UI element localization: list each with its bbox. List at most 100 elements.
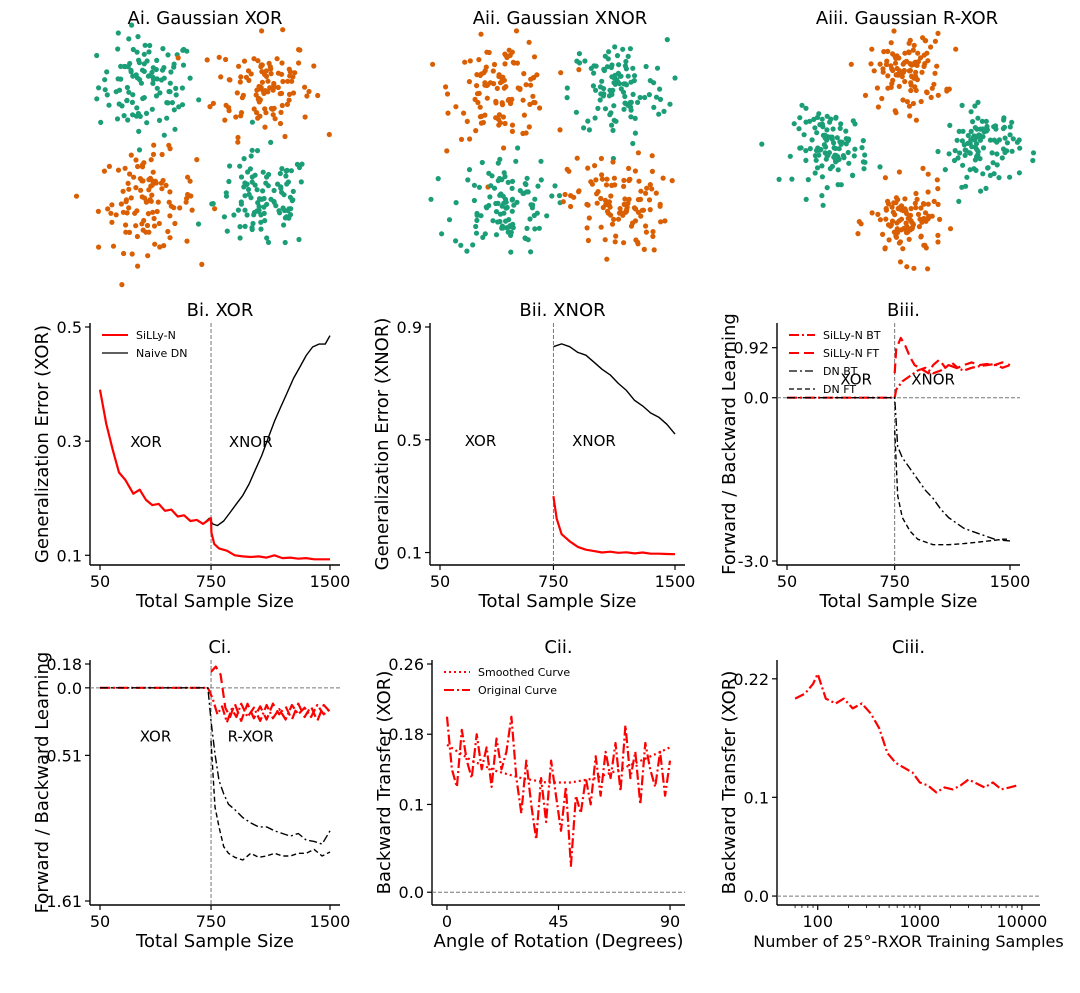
scatter-point [650, 233, 656, 239]
scatter-point [302, 114, 308, 120]
scatter-point [935, 232, 941, 238]
scatter-point [906, 103, 913, 109]
scatter-point [275, 70, 281, 76]
scatter-point [116, 87, 123, 93]
scatter-point [633, 237, 639, 243]
scatter-point [96, 85, 102, 91]
scatter-point [906, 40, 912, 46]
scatter-point [557, 127, 563, 133]
scatter-point [874, 85, 881, 91]
scatter-point [968, 109, 974, 115]
scatter-point [302, 84, 308, 90]
scatter-point [836, 146, 842, 152]
scatter-point [241, 184, 247, 190]
scatter-point [999, 155, 1005, 161]
scatter-point [1002, 149, 1008, 156]
scatter-point [820, 132, 827, 138]
scatter-point [497, 156, 503, 162]
scatter-point [896, 83, 902, 89]
scatter-point [243, 74, 249, 80]
scatter-point [611, 80, 617, 86]
scatter-point [925, 171, 931, 177]
scatter-point [595, 105, 601, 111]
scatter-point [883, 216, 889, 222]
scatter-point [124, 210, 130, 216]
scatter-point [657, 86, 663, 92]
scatter-point [260, 188, 266, 194]
scatter-point [929, 213, 935, 219]
scatter-point [161, 243, 167, 249]
scatter-point [584, 225, 590, 231]
scatter-point [128, 195, 134, 201]
scatter-point [643, 190, 649, 196]
scatter-point [908, 206, 914, 212]
scatter-point [638, 188, 644, 194]
scatter-point [239, 95, 245, 101]
x-tick-label: 90 [660, 912, 680, 931]
scatter-point [288, 168, 294, 174]
scatter-point [657, 96, 664, 102]
y-tick-label: 0.3 [57, 432, 82, 451]
scatter-point [520, 130, 526, 137]
cluster-orange [848, 28, 959, 123]
scatter-point [970, 134, 976, 140]
y-tick-label: 0.9 [397, 318, 422, 337]
scatter-point [154, 57, 160, 64]
scatter-point [248, 195, 254, 201]
scatter-point [131, 174, 137, 180]
x-tick-label: 750 [196, 912, 227, 931]
scatter-point [798, 145, 804, 151]
scatter-point [846, 160, 852, 166]
scatter-point [244, 212, 250, 218]
scatter-point [574, 155, 580, 161]
scatter-point [914, 196, 920, 202]
scatter-point [136, 128, 142, 134]
scatter-point [835, 167, 841, 173]
scatter-point [824, 113, 830, 119]
scatter-point [892, 60, 899, 66]
scatter-point [486, 49, 492, 56]
scatter-point [265, 183, 271, 189]
scatter-point [921, 52, 927, 58]
scatter-point [277, 170, 283, 177]
scatter-point [965, 132, 971, 139]
scatter-point [495, 178, 501, 184]
x-tick-label: 10000 [996, 912, 1047, 931]
scatter-point [167, 235, 173, 241]
panel-title: Ciii. [892, 637, 925, 658]
scatter-point [860, 159, 867, 165]
cluster-orange [73, 142, 218, 288]
scatter-point [643, 223, 649, 229]
y-axis-label: Forward / Backward Learning [719, 313, 740, 575]
scatter-point [599, 176, 606, 182]
scatter-point [556, 193, 563, 199]
scatter-point [848, 61, 854, 67]
scatter-point [959, 138, 966, 144]
scatter-point [511, 60, 517, 66]
scatter-point [869, 46, 875, 52]
scatter-point [275, 84, 281, 91]
scatter-point [487, 194, 493, 200]
scatter-point [298, 179, 304, 185]
scatter-point [262, 218, 268, 224]
scatter-point [935, 148, 941, 155]
scatter-point [812, 170, 818, 176]
annotation-text: XOR [840, 371, 872, 389]
scatter-point [493, 232, 500, 238]
scatter-point [621, 106, 627, 112]
scatter-point [643, 63, 649, 70]
scatter-point [957, 150, 963, 156]
scatter-point [975, 99, 981, 105]
scatter-point [859, 145, 865, 151]
scatter-point [915, 50, 921, 56]
scatter-point [535, 183, 541, 189]
scatter-point [820, 124, 826, 130]
scatter-point [466, 79, 472, 85]
scatter-point [597, 97, 603, 103]
scatter-point [249, 119, 255, 125]
series-line-dn-bt [787, 397, 1011, 542]
scatter-point [288, 206, 294, 212]
scatter-point [909, 62, 915, 68]
scatter-point [604, 176, 610, 182]
scatter-point [509, 128, 515, 134]
